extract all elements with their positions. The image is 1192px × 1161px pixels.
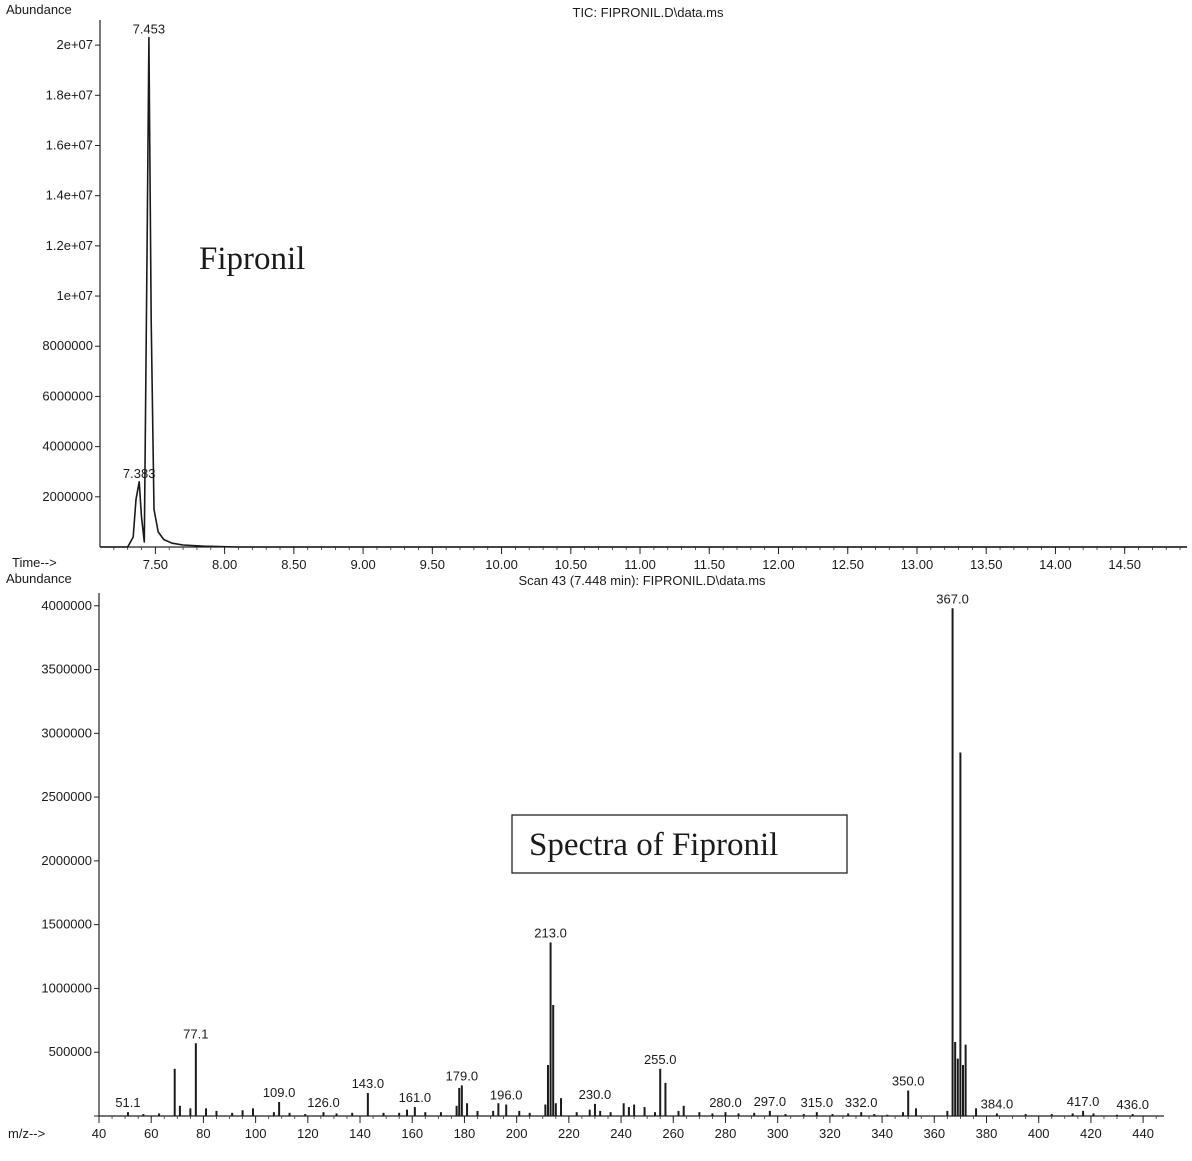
tic-axes: 7.50 8.00 8.50 9.00 9.50 10.00 10.50 11.00 11.50…: [42, 20, 1187, 572]
ms-y-tick-label: 1000000: [41, 980, 92, 995]
ms-y-tick-label: 500000: [49, 1044, 92, 1059]
ms-x-tick-label: 220: [558, 1126, 580, 1141]
ms-y-tick-label: 4000000: [41, 598, 92, 613]
ms-x-tick-label: 400: [1028, 1126, 1050, 1141]
ms-y-tick-label: 3000000: [41, 725, 92, 740]
ms-x-tick-label: 180: [454, 1126, 476, 1141]
ms-x-tick-label: 240: [610, 1126, 632, 1141]
tic-chromatogram-panel: TIC: FIPRONIL.D\data.ms Abundance Time--…: [6, 2, 1187, 572]
ms-x-tick-label: 200: [506, 1126, 528, 1141]
tic-x-tick-label: 12.50: [831, 557, 864, 572]
tic-y-tick-label: 1.6e+07: [46, 137, 93, 152]
ms-peak-label: 332.0: [845, 1095, 878, 1110]
tic-plot-area: 7.453 7.383: [100, 22, 1187, 548]
tic-y-axis-label: Abundance: [6, 2, 72, 17]
ms-peak-label: 143.0: [352, 1076, 385, 1091]
ms-peak-label: 280.0: [709, 1095, 742, 1110]
ms-peak-label: 350.0: [892, 1073, 925, 1088]
tic-x-tick-label: 11.50: [693, 557, 725, 572]
ms-x-tick-label: 360: [923, 1126, 945, 1141]
ms-x-tick-label: 100: [245, 1126, 267, 1141]
ms-y-tick-label: 1500000: [41, 917, 92, 932]
ms-y-axis-label: Abundance: [6, 571, 72, 586]
ms-peak-label: 297.0: [754, 1094, 787, 1109]
tic-peak-label: 7.383: [123, 466, 156, 481]
ms-y-tick-label: 2500000: [41, 789, 92, 804]
ms-plot-area: 51.1 77.1 109.0 126.0 143.0 161.0 179.0 196.0 21…: [115, 591, 1149, 1116]
tic-y-tick-label: 2e+07: [56, 37, 93, 52]
ms-title: Scan 43 (7.448 min): FIPRONIL.D\data.ms: [518, 573, 766, 588]
ms-peak-label: 384.0: [981, 1096, 1014, 1111]
ms-x-tick-label: 40: [92, 1126, 106, 1141]
tic-series-line: [100, 36, 1187, 548]
tic-x-tick-label: 14.00: [1039, 557, 1072, 572]
ms-peak-label: 315.0: [801, 1095, 834, 1110]
ms-x-tick-label: 380: [976, 1126, 998, 1141]
tic-y-tick-label: 1e+07: [56, 288, 93, 303]
ms-x-tick-label: 280: [715, 1126, 737, 1141]
ms-x-axis-label: m/z-->: [8, 1126, 45, 1141]
ms-peak-label: 367.0: [936, 591, 969, 606]
spectra-annotation: Spectra of Fipronil: [529, 827, 778, 863]
tic-y-tick-label: 8000000: [42, 338, 93, 353]
ms-peak-label: 255.0: [644, 1052, 677, 1067]
tic-y-tick-label: 2000000: [42, 489, 93, 504]
tic-x-tick-label: 12.00: [762, 557, 795, 572]
tic-x-tick-label: 8.50: [281, 557, 306, 572]
ms-y-tick-label: 3500000: [41, 662, 92, 677]
tic-x-axis-label: Time-->: [12, 555, 57, 570]
ms-x-tick-label: 140: [349, 1126, 371, 1141]
ms-x-tick-label: 440: [1132, 1126, 1154, 1141]
ms-peak-label: 109.0: [263, 1085, 296, 1100]
ms-peak-label: 213.0: [534, 926, 567, 941]
tic-y-tick-label: 6000000: [42, 388, 93, 403]
ms-x-tick-label: 320: [819, 1126, 841, 1141]
tic-y-tick-label: 1.2e+07: [46, 238, 93, 253]
ms-peak-label: 179.0: [446, 1068, 479, 1083]
spectra-annotation-box: Spectra of Fipronil: [511, 814, 848, 874]
ms-peak-label: 436.0: [1116, 1097, 1149, 1112]
tic-x-tick-label: 9.50: [420, 557, 445, 572]
tic-x-tick-label: 13.50: [970, 557, 1003, 572]
tic-x-tick-label: 14.50: [1108, 557, 1141, 572]
tic-y-tick-label: 1.4e+07: [46, 188, 93, 203]
tic-x-tick-label: 13.00: [901, 557, 934, 572]
fipronil-annotation: Fipronil: [199, 241, 305, 277]
ms-x-tick-label: 340: [871, 1126, 893, 1141]
tic-title: TIC: FIPRONIL.D\data.ms: [573, 5, 724, 20]
ms-x-tick-label: 80: [196, 1126, 210, 1141]
ms-peak-label: 77.1: [183, 1026, 208, 1041]
ms-peak-label: 196.0: [490, 1088, 523, 1103]
ms-x-tick-label: 300: [767, 1126, 789, 1141]
ms-x-tick-label: 60: [144, 1126, 158, 1141]
tic-x-tick-label: 10.00: [485, 557, 518, 572]
ms-peak-label: 417.0: [1067, 1094, 1100, 1109]
ms-axes: 40 60 80 100 120 140 160 180 200 220 240 260 280 300 3…: [41, 593, 1164, 1141]
ms-peak-label: 51.1: [115, 1095, 140, 1110]
mass-spectrum-panel: Scan 43 (7.448 min): FIPRONIL.D\data.ms …: [6, 571, 1164, 1141]
tic-peak-label: 7.453: [133, 22, 166, 37]
tic-x-tick-label: 9.00: [350, 557, 375, 572]
ms-x-tick-label: 260: [662, 1126, 684, 1141]
tic-x-tick-label: 10.50: [555, 557, 588, 572]
tic-x-tick-label: 11.00: [624, 557, 656, 572]
ms-x-tick-label: 120: [297, 1126, 319, 1141]
tic-x-tick-label: 8.00: [212, 557, 237, 572]
tic-y-tick-label: 1.8e+07: [46, 87, 93, 102]
tic-x-tick-label: 7.50: [143, 557, 168, 572]
ms-x-tick-label: 420: [1080, 1126, 1102, 1141]
ms-x-tick-label: 160: [401, 1126, 423, 1141]
ms-peak-label: 161.0: [399, 1090, 432, 1105]
ms-peak-label: 126.0: [307, 1095, 340, 1110]
ms-y-tick-label: 2000000: [41, 853, 92, 868]
tic-y-tick-label: 4000000: [42, 439, 93, 454]
ms-peak-label: 230.0: [579, 1087, 612, 1102]
